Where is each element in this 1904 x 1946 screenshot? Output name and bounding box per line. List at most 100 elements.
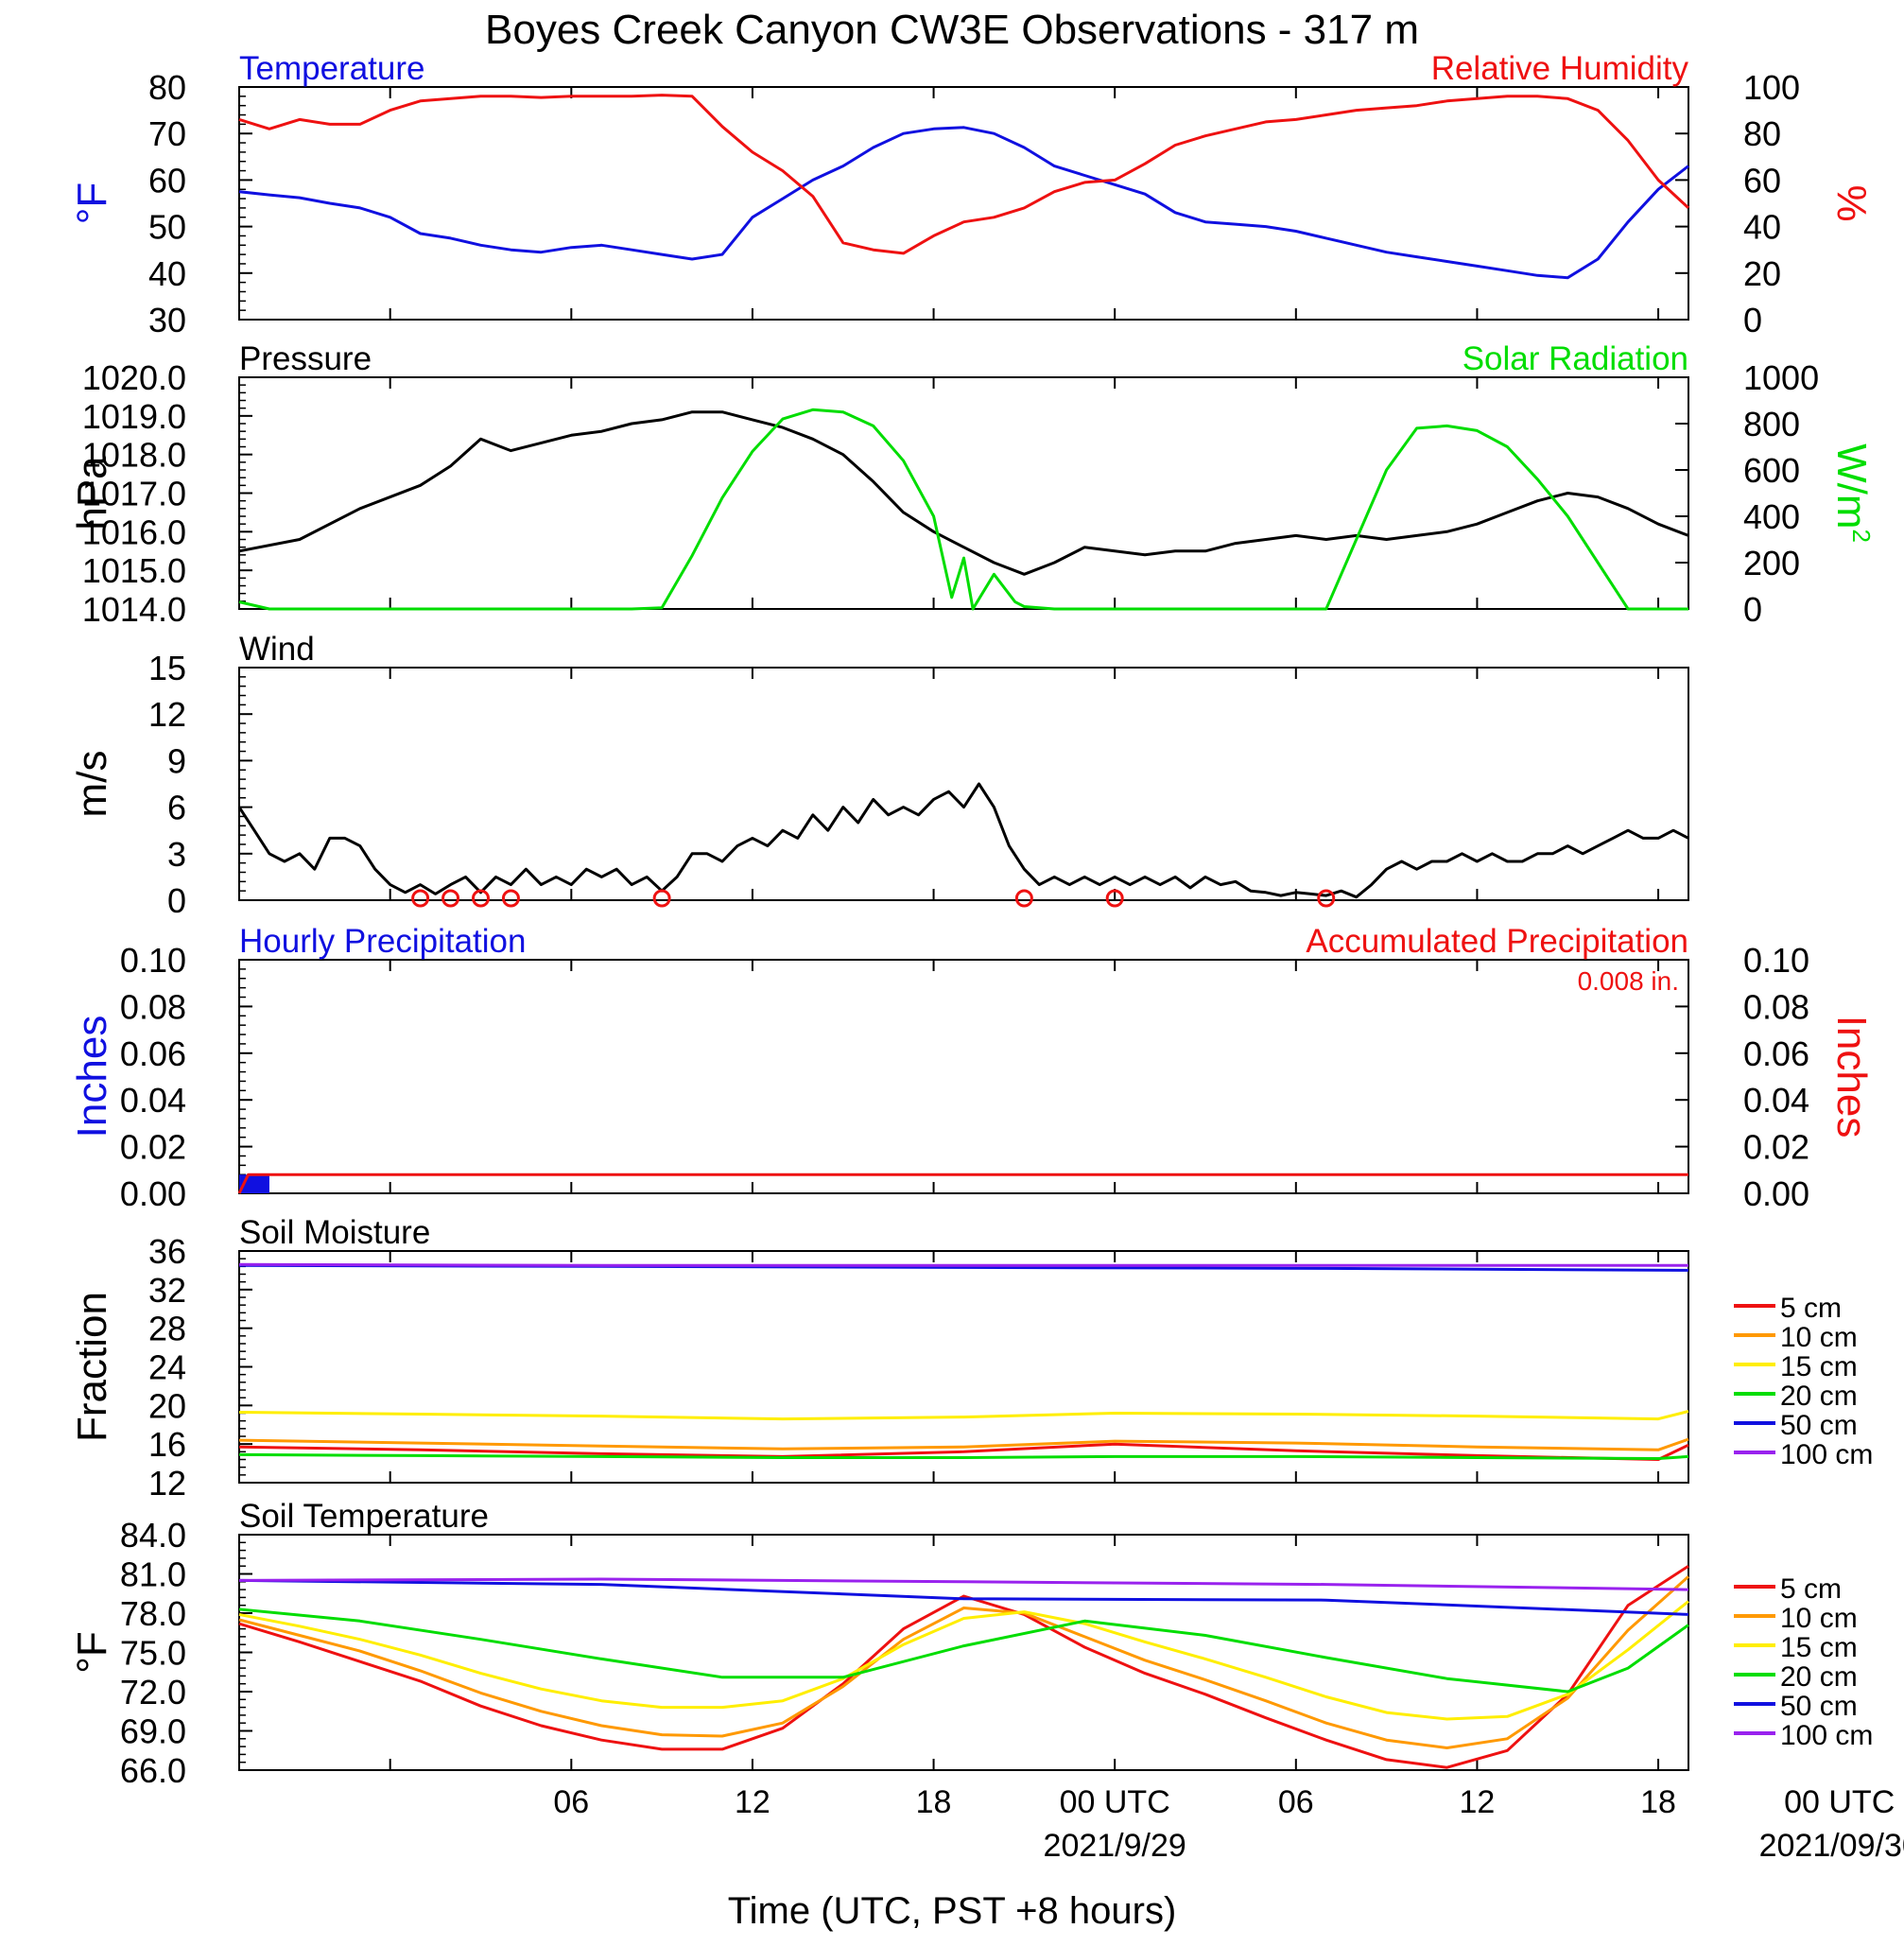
series-line-wind-speed <box>237 782 1689 899</box>
y-tick-label-left: 1015.0 <box>82 551 186 590</box>
y-tick-label-left: 81.0 <box>120 1555 186 1594</box>
panel-frame <box>238 1534 1689 1771</box>
panel-precip: 0.00 0.02 0.04 0.06 0.08 0.10 0.00 0.02 0.04 0.06… <box>69 923 1875 1213</box>
y-tick-label-left: 69.0 <box>120 1712 186 1751</box>
y-axis-label-left: Inches <box>69 1016 115 1138</box>
y-tick-label-right: 400 <box>1743 497 1800 536</box>
y-tick-label-right: 1000 <box>1743 358 1819 397</box>
legend-label: 15 cm <box>1780 1351 1858 1382</box>
y-axis-label-right: W/m2 <box>1828 443 1876 543</box>
figure-title: Boyes Creek Canyon CW3E Observations - 3… <box>485 7 1419 53</box>
y-tick-label-left: 0.06 <box>120 1034 186 1073</box>
series-group <box>238 94 1690 280</box>
y-tick-label-left: 75.0 <box>120 1634 186 1673</box>
y-tick-label-left: 1020.0 <box>82 358 186 397</box>
panel-frame <box>238 86 1689 321</box>
y-tick-label-left: 1016.0 <box>82 513 186 551</box>
y-tick-label-right: 40 <box>1743 208 1781 247</box>
x-date-label: 2021/09/30 <box>1759 1828 1904 1864</box>
calm-circle <box>1317 889 1336 908</box>
y-axis-label-left: m/s <box>69 751 115 818</box>
y-tick-label-right: 800 <box>1743 405 1800 443</box>
series-line-relative-humidity <box>238 94 1690 255</box>
y-tick-label-left: 6 <box>167 789 186 827</box>
y-tick-label-right: 200 <box>1743 544 1800 582</box>
y-tick-label-left: 24 <box>148 1348 186 1387</box>
legend-label: 100 cm <box>1780 1439 1873 1470</box>
y-tick-label-left: 0.04 <box>120 1081 186 1120</box>
y-tick-label-left: 0 <box>167 881 186 920</box>
panel-title-left: Hourly Precipitation <box>239 923 526 960</box>
y-tick-label-left: 12 <box>148 1464 186 1503</box>
x-tick-label: 18 <box>916 1784 952 1820</box>
x-tick-label: 00 UTC <box>1060 1784 1170 1820</box>
y-tick-label-left: 60 <box>148 161 186 200</box>
y-tick-label-left: 16 <box>148 1425 186 1464</box>
series-line-temperature <box>238 126 1689 280</box>
calm-circle <box>472 889 490 908</box>
y-tick-label-right: 60 <box>1743 161 1781 200</box>
y-tick-label-left: 1018.0 <box>82 436 186 475</box>
y-tick-label-right: 0.10 <box>1743 941 1809 980</box>
x-axis: 06 12 18 00 UTC 2021/9/29 06 12 18 00 UTC 2021/09… <box>553 1784 1904 1864</box>
y-tick-label-left: 72.0 <box>120 1673 186 1711</box>
panel-title-left: Soil Moisture <box>239 1214 430 1251</box>
x-tick-label: 12 <box>735 1784 770 1820</box>
panel-title-left: Temperature <box>239 50 424 87</box>
legend-label: 15 cm <box>1780 1632 1858 1663</box>
y-tick-label-left: 3 <box>167 835 186 874</box>
y-tick-label-left: 78.0 <box>120 1594 186 1633</box>
panel-title-right: Solar Radiation <box>1463 340 1688 377</box>
y-tick-label-left: 0.00 <box>120 1174 186 1213</box>
series-group <box>238 408 1689 611</box>
y-axis-label-left: °F <box>69 182 115 224</box>
legend-label: 5 cm <box>1780 1573 1842 1605</box>
series-line-pressure <box>238 410 1689 576</box>
y-tick-label-right: 0.00 <box>1743 1174 1809 1213</box>
x-date-label: 2021/9/29 <box>1044 1828 1186 1864</box>
panel-wind: 0 3 6 9 12 15 Wind m/s <box>69 631 1689 920</box>
y-tick-label-right: 0.04 <box>1743 1081 1809 1120</box>
calm-circle <box>501 889 520 908</box>
y-tick-label-left: 36 <box>148 1232 186 1271</box>
series-group <box>238 1564 1689 1769</box>
y-tick-label-left: 0.02 <box>120 1128 186 1167</box>
panel-frame <box>238 667 1689 901</box>
y-axis-label-right: % <box>1828 184 1875 221</box>
series-group <box>237 782 1689 899</box>
legend-label: 50 cm <box>1780 1691 1858 1722</box>
y-tick-label-right: 100 <box>1743 68 1800 107</box>
x-tick-label: 06 <box>553 1784 589 1820</box>
y-axis-label-right: Inches <box>1828 1016 1875 1138</box>
y-tick-label-left: 1014.0 <box>82 590 186 629</box>
panel-temp_rh: 30 40 50 60 70 80 0 20 40 60 80 100 Temperature Relat… <box>69 50 1875 339</box>
calm-circle <box>1014 889 1033 908</box>
x-tick-label: 06 <box>1278 1784 1314 1820</box>
y-tick-label-right: 600 <box>1743 451 1800 490</box>
y-tick-label-left: 15 <box>148 649 186 687</box>
panel-title-right: Accumulated Precipitation <box>1306 923 1688 960</box>
legend-label: 50 cm <box>1780 1410 1858 1441</box>
y-tick-label-left: 70 <box>148 114 186 153</box>
y-tick-label-left: 28 <box>148 1310 186 1348</box>
calm-markers <box>411 889 1336 908</box>
y-tick-label-right: 0 <box>1743 301 1762 339</box>
calm-circle <box>1105 889 1124 908</box>
y-tick-label-left: 20 <box>148 1386 186 1425</box>
y-axis-label-superscript: 2 <box>1847 529 1876 542</box>
legend-label: 20 cm <box>1780 1661 1858 1693</box>
series-line-15-cm <box>238 1600 1689 1721</box>
legend-label: 100 cm <box>1780 1720 1873 1751</box>
series-line-20-cm <box>238 1607 1689 1694</box>
x-tick-label: 18 <box>1640 1784 1676 1820</box>
precip-total-annotation: 0.008 in. <box>1578 966 1679 996</box>
panel-title-left: Pressure <box>239 340 372 377</box>
y-tick-label-left: 1017.0 <box>82 475 186 513</box>
series-group <box>238 1262 1689 1461</box>
series-line-solar-radiation <box>238 408 1688 611</box>
y-tick-label-right: 20 <box>1743 254 1781 293</box>
panel-title-left: Soil Temperature <box>239 1498 489 1535</box>
